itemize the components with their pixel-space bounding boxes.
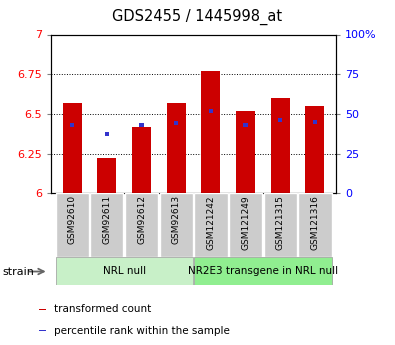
Bar — [298, 193, 331, 257]
Text: strain: strain — [2, 267, 34, 276]
Bar — [278, 118, 282, 122]
Bar — [194, 257, 331, 285]
Bar — [209, 109, 213, 113]
Text: GDS2455 / 1445998_at: GDS2455 / 1445998_at — [113, 9, 282, 25]
Bar — [194, 193, 228, 257]
Text: percentile rank within the sample: percentile rank within the sample — [54, 326, 230, 336]
Bar — [271, 98, 290, 193]
Text: GSM121249: GSM121249 — [241, 195, 250, 250]
Text: transformed count: transformed count — [54, 304, 151, 314]
Bar — [39, 308, 46, 310]
Bar — [90, 193, 124, 257]
Bar — [125, 193, 158, 257]
Bar — [105, 132, 109, 137]
Text: GSM92612: GSM92612 — [137, 195, 146, 244]
Bar — [236, 111, 255, 193]
Bar — [305, 106, 324, 193]
Bar — [97, 158, 117, 193]
Bar — [174, 121, 178, 125]
Bar — [56, 193, 89, 257]
Bar — [229, 193, 262, 257]
Text: NR2E3 transgene in NRL null: NR2E3 transgene in NRL null — [188, 266, 338, 276]
Bar — [39, 330, 46, 332]
Bar — [313, 120, 317, 124]
Bar — [263, 193, 297, 257]
Bar — [132, 127, 151, 193]
Bar — [201, 71, 220, 193]
Bar — [70, 123, 74, 127]
Bar — [56, 257, 193, 285]
Text: GSM92611: GSM92611 — [102, 195, 111, 244]
Bar — [167, 103, 186, 193]
Text: GSM92613: GSM92613 — [172, 195, 181, 244]
Bar — [243, 123, 248, 127]
Text: GSM121242: GSM121242 — [207, 195, 215, 250]
Text: GSM92610: GSM92610 — [68, 195, 77, 244]
Text: NRL null: NRL null — [103, 266, 146, 276]
Bar — [160, 193, 193, 257]
Text: GSM121316: GSM121316 — [310, 195, 320, 250]
Bar — [63, 103, 82, 193]
Text: GSM121315: GSM121315 — [276, 195, 285, 250]
Bar — [139, 123, 144, 127]
